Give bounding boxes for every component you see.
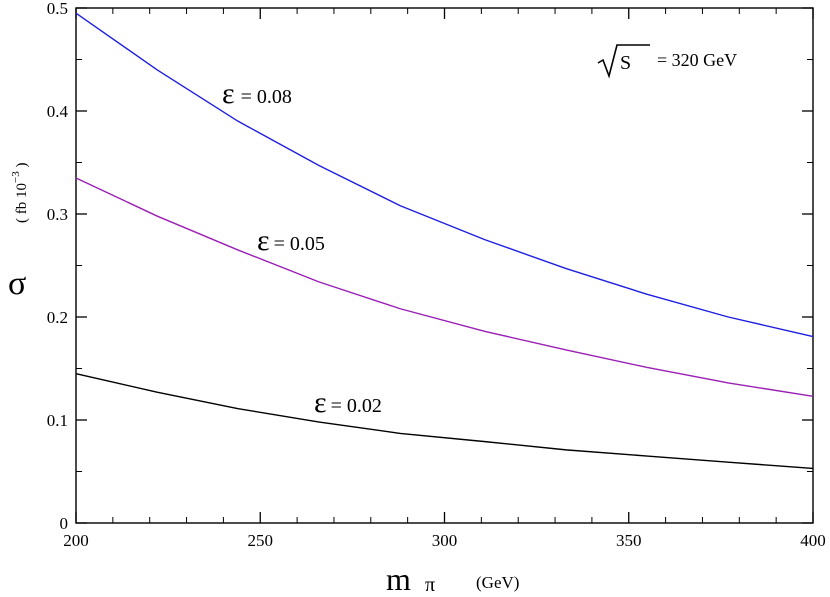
label-eps-008: ε = 0.08 [222,77,292,110]
curve-eps-008 [75,12,814,338]
y-axis-symbol: σ [8,265,26,302]
x-tick-label: 250 [248,531,274,550]
y-tick-label: 0.4 [47,102,69,121]
y-tick-labels: 0 0.1 0.2 0.3 0.4 0.5 [47,0,69,533]
energy-annotation: S = 320 GeV [597,44,737,79]
energy-value: = 320 GeV [657,50,737,70]
x-tick-label: 200 [63,531,89,550]
y-tick-label: 0.1 [47,411,68,430]
plot-frame [75,7,814,524]
sqrt-radical-icon [597,44,650,79]
label-eps-005: ε = 0.05 [257,224,325,257]
x-axis-symbol: m [386,561,411,597]
y-axis-unit: ( fb 10−3 ) [10,163,30,223]
curve-eps-002 [75,372,814,470]
label-eps-002: ε = 0.02 [314,386,382,419]
y-tick-label: 0.5 [47,0,68,18]
axis-ticks [75,7,814,524]
y-tick-label: 0.2 [47,308,68,327]
x-axis-subscript: π [425,574,435,596]
curve-eps-005 [75,177,814,398]
x-axis-unit: (GeV) [476,573,519,592]
x-tick-label: 350 [616,531,642,550]
sqrt-argument: S [620,52,631,74]
x-tick-labels: 200 250 300 350 400 [63,531,826,550]
x-tick-label: 400 [800,531,826,550]
x-tick-label: 300 [432,531,458,550]
series-lines [75,12,814,470]
y-tick-label: 0 [60,514,69,533]
y-tick-label: 0.3 [47,205,68,224]
